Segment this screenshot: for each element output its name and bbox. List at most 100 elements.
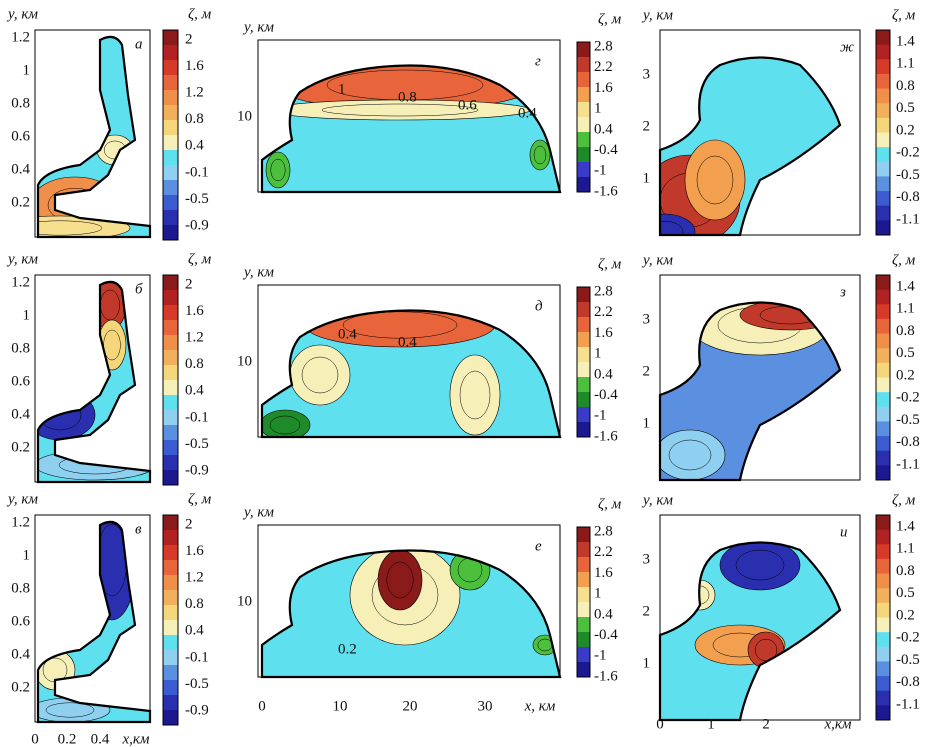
colorbar-cell [876,588,890,603]
colorbar-cell [577,87,590,103]
colorbar-cell [876,304,890,319]
colorbar-label: ζ, м [892,492,916,508]
colorbar-cell [577,132,590,148]
colorbar-cell [876,147,890,162]
colorbar-cell [876,421,890,436]
colorbar-cell [163,695,178,711]
colorbar-cell [163,195,178,211]
x-axis-label: x, км [524,698,556,714]
y-tick-label: 1 [23,307,31,323]
contour-region [266,152,290,188]
y-tick-label: 1.2 [11,274,30,290]
colorbar-tick-label: 2.8 [594,38,613,54]
colorbar-tick-label: -0.2 [896,390,920,406]
contour-label: 0.6 [458,97,477,113]
x-tick-label: 20 [403,698,418,714]
colorbar-cell [163,210,178,226]
y-tick-label: 3 [643,66,651,82]
colorbar-cell [577,332,590,348]
colorbar-cell [577,587,590,603]
panel-letter: и [840,524,848,540]
y-axis-label: y, км [6,6,38,22]
colorbar-tick-label: 1.6 [594,80,613,96]
colorbar-cell [876,603,890,618]
colorbar-cell [163,165,178,181]
colorbar-cell [876,290,890,305]
colorbar-cell [577,572,590,588]
colorbar-cell [876,275,890,290]
colorbar-tick-label: 2.8 [594,283,613,299]
colorbar-cell [163,305,178,321]
colorbar-cell [577,527,590,543]
y-tick-label: 0.8 [11,340,30,356]
colorbar-tick-label: 1.2 [185,330,204,346]
contour-label: 1 [338,81,346,97]
colorbar-tick-label: 1.6 [594,325,613,341]
colorbar-cell [163,90,178,106]
colorbar-tick-label: 2.2 [594,544,613,560]
colorbar-tick-label: 2.2 [594,59,613,75]
colorbar-tick-label: -1.6 [594,668,618,684]
colorbar-cell [876,465,890,480]
colorbar-tick-label: -1.1 [896,696,920,712]
contour-region [635,214,695,250]
y-axis-label: y, км [6,251,38,267]
colorbar-cell [876,191,890,206]
colorbar-tick-label: -0.8 [896,434,920,450]
colorbar-cell [163,290,178,306]
y-tick-label: 1 [23,547,31,563]
y-tick-label: 10 [237,593,252,609]
colorbar-cell [876,89,890,104]
y-tick-label: 0.6 [11,128,30,144]
colorbar-tick-label: 0.2 [896,367,915,383]
colorbar-tick-label: -0.5 [896,167,920,183]
colorbar-cell [163,365,178,381]
colorbar-cell [577,647,590,663]
colorbar-tick-label: -1 [594,648,607,664]
colorbar-cell [577,362,590,378]
colorbar-tick-label: 0.2 [896,122,915,138]
colorbar-cell [163,180,178,196]
colorbar-cell [577,57,590,73]
colorbar-tick-label: -1 [594,163,607,179]
colorbar-tick-label: -0.5 [185,436,209,452]
y-tick-label: 3 [643,311,651,327]
colorbar-tick-label: 2 [185,276,193,292]
panel-letter: з [839,284,846,300]
colorbar-tick-label: -0.8 [896,189,920,205]
contour-label: 0.4 [398,334,417,350]
colorbar-label: ζ, м [598,256,622,272]
colorbar-cell [577,602,590,618]
y-tick-label: 1.2 [11,514,30,530]
colorbar-tick-label: 0.4 [594,366,613,382]
colorbar-label: ζ, м [892,7,916,23]
colorbar-cell [163,30,178,46]
colorbar-cell [876,220,890,235]
colorbar-tick-label: 0.4 [185,383,204,399]
colorbar-cell [876,319,890,334]
colorbar-tick-label: 0.8 [185,356,204,372]
colorbar-cell [577,317,590,333]
colorbar-cell [163,350,178,366]
colorbar-cell [163,650,178,666]
colorbar-cell [577,347,590,363]
x-axis-label: x,км [824,716,852,732]
colorbar-cell [163,60,178,76]
colorbar-tick-label: 0.8 [896,563,915,579]
colorbar-cell [577,662,590,678]
colorbar-cell [876,206,890,221]
colorbar-cell [876,103,890,118]
colorbar-cell [163,710,178,726]
colorbar-tick-label: -1.1 [896,211,920,227]
colorbar-cell [876,133,890,148]
colorbar-cell [577,162,590,178]
y-tick-label: 0.4 [11,646,30,662]
colorbar-cell [577,557,590,573]
colorbar-tick-label: -1 [594,408,607,424]
colorbar-cell [163,225,178,241]
colorbar-cell [163,680,178,696]
colorbar-tick-label: -0.1 [185,649,209,665]
colorbar-cell [577,72,590,88]
contour-region [685,140,745,220]
